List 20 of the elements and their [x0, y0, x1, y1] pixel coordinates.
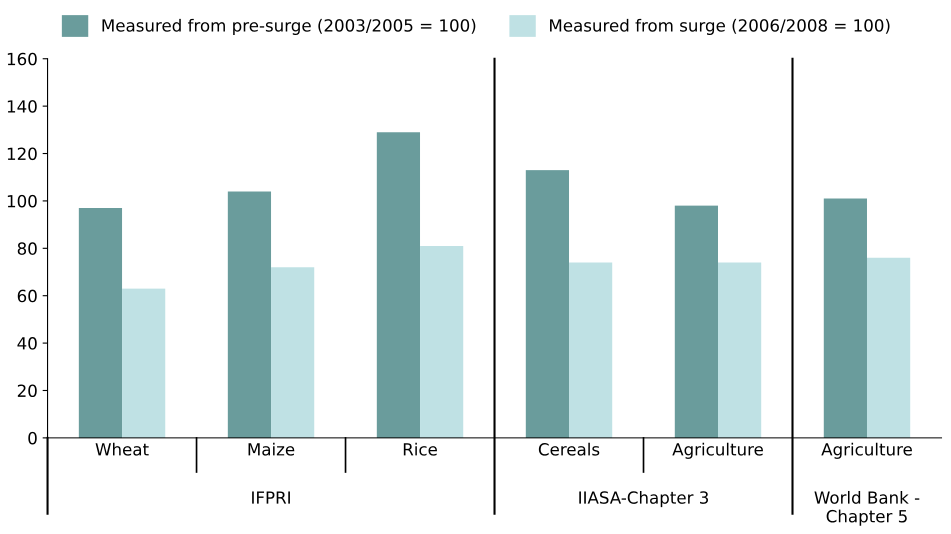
y-tick-label: 60 [18, 290, 37, 302]
text: World Bank - Chapter 5 [814, 490, 920, 526]
y-tick-label: 160 [8, 52, 37, 66]
x-tick-label: Wheat [96, 442, 149, 456]
text: IIASA-Chapter 3 [579, 490, 708, 508]
x-tick-label: Cereals [538, 442, 600, 456]
y-tick-label: 40 [17, 337, 37, 350]
y-tick-label: 140 [8, 100, 37, 113]
y-tick-label: 100 [8, 194, 37, 208]
legend-label: Measured from pre-surge (2003/2005 = 100) [102, 18, 476, 35]
x-tick-label: Agriculture [821, 442, 912, 459]
x-tick-label: Maize [248, 442, 294, 456]
y-tick-label: 120 [8, 147, 37, 160]
legend-label: Measured from surge (2006/2008 = 100) [550, 18, 890, 35]
y-tick-label: 0 [28, 432, 37, 444]
x-tick-label: Rice [404, 442, 437, 456]
x-tick-label: Agriculture [672, 442, 763, 459]
y-tick-label: 20 [18, 384, 37, 398]
text: IFPRI [252, 491, 290, 504]
y-tick-label: 80 [18, 242, 37, 255]
